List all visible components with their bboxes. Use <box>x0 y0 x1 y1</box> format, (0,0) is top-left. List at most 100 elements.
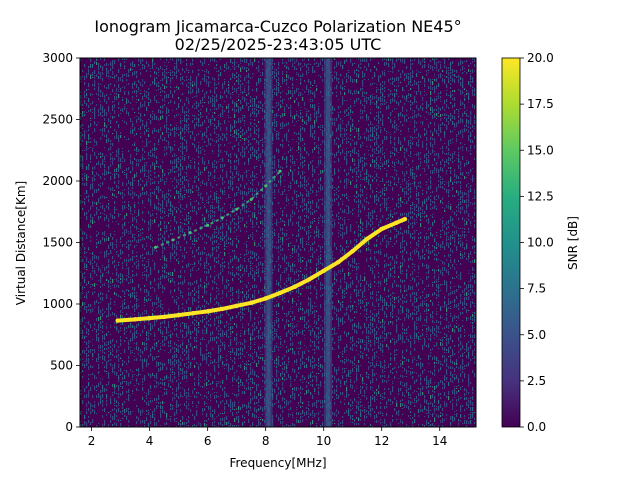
noise-speck <box>276 184 278 187</box>
noise-speck <box>200 342 202 345</box>
noise-speck <box>178 70 180 72</box>
noise-speck <box>276 362 278 365</box>
noise-speck <box>88 110 90 112</box>
noise-speck <box>276 113 278 117</box>
noise-speck <box>122 194 124 195</box>
noise-speck <box>150 234 152 237</box>
noise-speck <box>224 252 226 256</box>
noise-speck <box>110 301 112 305</box>
noise-speck <box>86 131 88 132</box>
noise-speck <box>120 296 122 298</box>
noise-speck <box>138 64 140 66</box>
noise-speck <box>132 64 134 67</box>
noise-speck <box>218 260 220 264</box>
noise-speck <box>234 74 236 76</box>
noise-speck <box>208 384 210 385</box>
noise-speck <box>206 330 208 334</box>
noise-speck <box>98 256 100 260</box>
noise-speck <box>126 331 128 332</box>
noise-speck <box>154 152 156 153</box>
noise-speck <box>118 58 120 61</box>
noise-speck <box>138 202 140 204</box>
noise-speck <box>86 146 88 150</box>
noise-speck <box>154 154 156 158</box>
noise-speck <box>116 285 118 287</box>
noise-speck <box>182 142 184 146</box>
noise-speck <box>234 102 236 106</box>
noise-speck <box>242 155 244 158</box>
noise-speck <box>108 87 110 89</box>
noise-speck <box>204 330 206 331</box>
noise-speck <box>166 203 168 207</box>
noise-speck <box>136 298 138 302</box>
noise-speck <box>252 274 254 276</box>
noise-speck <box>232 331 234 333</box>
noise-speck <box>180 368 182 371</box>
noise-speck <box>136 99 138 100</box>
noise-speck <box>100 345 102 349</box>
noise-speck <box>248 65 250 66</box>
noise-speck <box>168 115 170 116</box>
noise-speck <box>114 391 116 394</box>
noise-speck <box>156 381 158 384</box>
noise-speck <box>214 180 216 181</box>
noise-speck <box>278 303 280 307</box>
noise-speck <box>114 304 116 305</box>
noise-speck <box>84 135 86 139</box>
noise-speck <box>114 173 116 175</box>
noise-speck <box>138 373 140 376</box>
noise-speck <box>114 201 116 204</box>
noise-speck <box>280 376 282 377</box>
noise-speck <box>180 219 182 220</box>
noise-speck <box>102 297 104 301</box>
noise-speck <box>176 241 178 245</box>
noise-speck <box>194 337 196 338</box>
noise-speck <box>262 289 264 291</box>
noise-speck <box>86 306 88 307</box>
noise-speck <box>124 74 126 76</box>
noise-speck <box>102 273 104 277</box>
noise-speck <box>178 195 180 199</box>
noise-speck <box>114 403 116 404</box>
noise-speck <box>276 247 278 249</box>
noise-speck <box>146 138 148 141</box>
noise-speck <box>218 78 220 80</box>
noise-speck <box>210 109 212 111</box>
noise-speck <box>142 213 144 214</box>
noise-speck <box>114 367 116 369</box>
noise-speck <box>186 328 188 329</box>
noise-speck <box>254 285 256 288</box>
noise-speck <box>194 365 196 368</box>
noise-speck <box>184 349 186 352</box>
noise-speck <box>90 365 92 368</box>
noise-speck <box>88 89 90 90</box>
noise-speck <box>280 96 282 98</box>
noise-speck <box>154 181 156 184</box>
noise-speck <box>90 253 92 254</box>
noise-speck <box>230 128 232 130</box>
noise-speck <box>92 373 94 375</box>
noise-speck <box>100 321 102 325</box>
noise-speck <box>128 138 130 140</box>
noise-speck <box>280 183 282 186</box>
noise-speck <box>132 234 134 235</box>
noise-speck <box>216 295 218 299</box>
noise-speck <box>174 216 176 218</box>
noise-speck <box>276 366 278 368</box>
noise-speck <box>162 274 164 278</box>
noise-speck <box>164 137 166 141</box>
noise-speck <box>164 363 166 366</box>
noise-speck <box>238 240 240 243</box>
noise-speck <box>222 301 224 302</box>
noise-speck <box>162 379 164 381</box>
noise-speck <box>132 121 134 122</box>
noise-speck <box>174 187 176 189</box>
noise-speck <box>250 425 252 427</box>
noise-speck <box>202 218 204 221</box>
noise-speck <box>110 286 112 287</box>
noise-speck <box>238 342 240 343</box>
noise-speck <box>188 183 190 187</box>
noise-speck <box>206 291 208 293</box>
noise-speck <box>156 398 158 399</box>
noise-speck <box>172 77 174 79</box>
